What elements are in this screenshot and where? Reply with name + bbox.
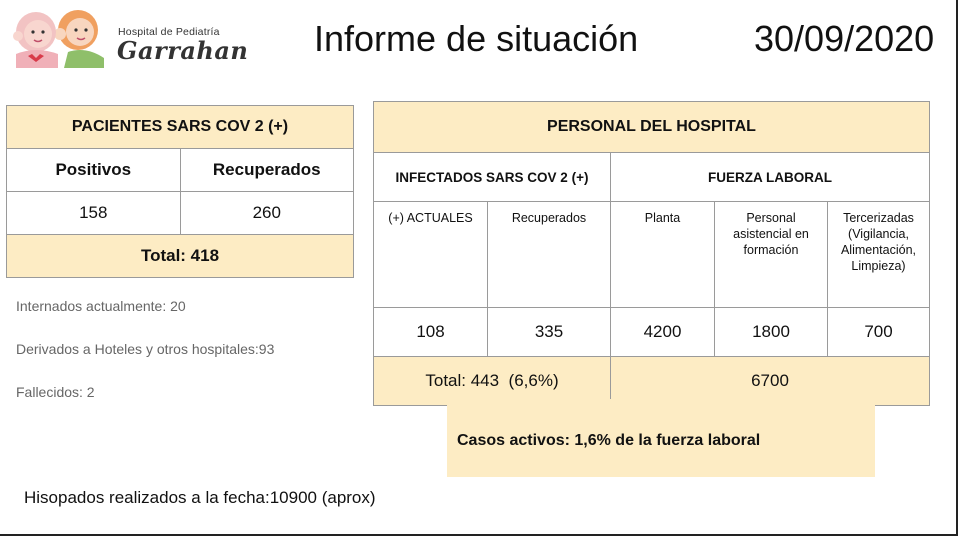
staff-table: PERSONAL DEL HOSPITAL INFECTADOS SARS CO… xyxy=(373,101,930,406)
outsourced-value: 700 xyxy=(827,307,930,357)
training-value: 1800 xyxy=(714,307,828,357)
logo-name: Garrahan xyxy=(117,36,249,65)
plant-header: Planta xyxy=(610,201,715,308)
workforce-heading: FUERZA LABORAL xyxy=(610,152,930,202)
page-title: Informe de situación xyxy=(314,18,639,59)
patients-table: PACIENTES SARS COV 2 (+) Positivos Recup… xyxy=(6,105,354,278)
current-header: (+) ACTUALES xyxy=(373,201,488,308)
training-header: Personal asistencial en formación xyxy=(714,201,828,308)
children-logo-icon xyxy=(13,10,104,68)
recovered-header: Recuperados xyxy=(179,148,354,192)
hospitalized-text: Internados actualmente: 20 xyxy=(16,298,186,314)
deceased-text: Fallecidos: 2 xyxy=(16,384,95,400)
current-value: 108 xyxy=(373,307,488,357)
active-cases-box: Casos activos: 1,6% de la fuerza laboral xyxy=(447,399,875,477)
patients-heading: PACIENTES SARS COV 2 (+) xyxy=(6,105,354,149)
plant-value: 4200 xyxy=(610,307,715,357)
staff-heading: PERSONAL DEL HOSPITAL xyxy=(373,101,930,153)
infected-heading: INFECTADOS SARS COV 2 (+) xyxy=(373,152,611,202)
staff-recovered-header: Recuperados xyxy=(487,201,611,308)
positive-value: 158 xyxy=(6,191,181,235)
outsourced-header: Tercerizadas (Vigilancia, Alimentación, … xyxy=(827,201,930,308)
swabs-text: Hisopados realizados a la fecha:10900 (a… xyxy=(24,488,376,507)
staff-recovered-value: 335 xyxy=(487,307,611,357)
patients-total: Total: 418 xyxy=(6,234,354,278)
derived-text: Derivados a Hoteles y otros hospitales:9… xyxy=(16,341,275,357)
report-date: 30/09/2020 xyxy=(754,18,935,59)
positive-header: Positivos xyxy=(6,148,181,192)
workforce-total: 6700 xyxy=(610,356,930,406)
recovered-value: 260 xyxy=(179,191,354,235)
logo-subtitle: Hospital de Pediatría xyxy=(118,26,220,38)
active-cases-text: Casos activos: 1,6% de la fuerza laboral xyxy=(457,432,761,449)
hospital-logo: Hospital de Pediatría Garrahan xyxy=(6,6,248,70)
